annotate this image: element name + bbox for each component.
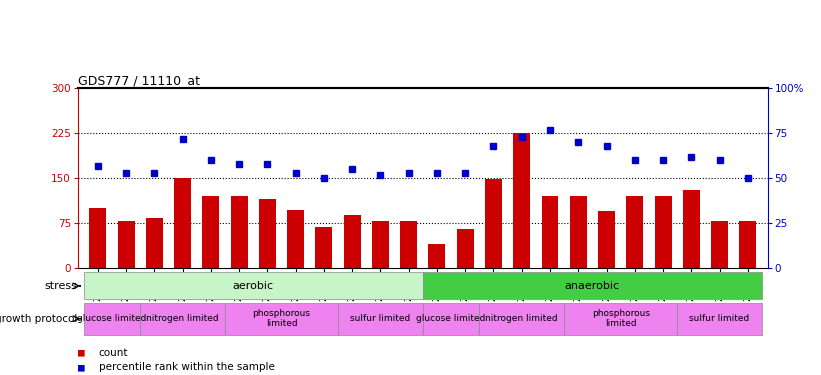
Bar: [570, 196, 587, 268]
Bar: [400, 221, 417, 268]
Bar: [372, 221, 389, 268]
Text: ■: ■: [78, 363, 85, 372]
Bar: [564, 303, 677, 335]
Bar: [456, 229, 474, 268]
Bar: [423, 303, 479, 335]
Bar: [429, 244, 446, 268]
Bar: [84, 272, 423, 299]
Bar: [711, 221, 728, 268]
Text: sulfur limited: sulfur limited: [351, 314, 410, 323]
Text: GDS777 / 11110_at: GDS777 / 11110_at: [78, 74, 200, 87]
Bar: [84, 303, 140, 335]
Text: nitrogen limited: nitrogen limited: [485, 314, 558, 323]
Text: glucose limited: glucose limited: [416, 314, 486, 323]
Text: aerobic: aerobic: [232, 281, 273, 291]
Bar: [423, 272, 762, 299]
Bar: [231, 196, 248, 268]
Bar: [677, 303, 762, 335]
Bar: [344, 215, 360, 268]
Bar: [338, 303, 423, 335]
Bar: [683, 190, 699, 268]
Text: phosphorous
limited: phosphorous limited: [253, 309, 310, 328]
Bar: [513, 133, 530, 268]
Bar: [542, 196, 558, 268]
Text: percentile rank within the sample: percentile rank within the sample: [99, 363, 274, 372]
Text: glucose limited: glucose limited: [77, 314, 147, 323]
Bar: [287, 210, 304, 268]
Text: stress: stress: [44, 281, 77, 291]
Bar: [174, 178, 191, 268]
Bar: [654, 196, 672, 268]
Bar: [315, 227, 333, 268]
Text: phosphorous
limited: phosphorous limited: [592, 309, 649, 328]
Bar: [479, 303, 564, 335]
Bar: [117, 221, 135, 268]
Text: growth protocol: growth protocol: [0, 314, 77, 324]
Text: anaerobic: anaerobic: [565, 281, 620, 291]
Bar: [598, 211, 615, 268]
Text: nitrogen limited: nitrogen limited: [146, 314, 219, 323]
Bar: [485, 179, 502, 268]
Text: count: count: [99, 348, 128, 357]
Bar: [89, 208, 106, 268]
Bar: [740, 221, 756, 268]
Text: ■: ■: [78, 348, 85, 357]
Bar: [202, 196, 219, 268]
Bar: [146, 218, 163, 268]
Bar: [225, 303, 338, 335]
Bar: [140, 303, 225, 335]
Bar: [626, 196, 644, 268]
Text: sulfur limited: sulfur limited: [690, 314, 750, 323]
Bar: [259, 199, 276, 268]
